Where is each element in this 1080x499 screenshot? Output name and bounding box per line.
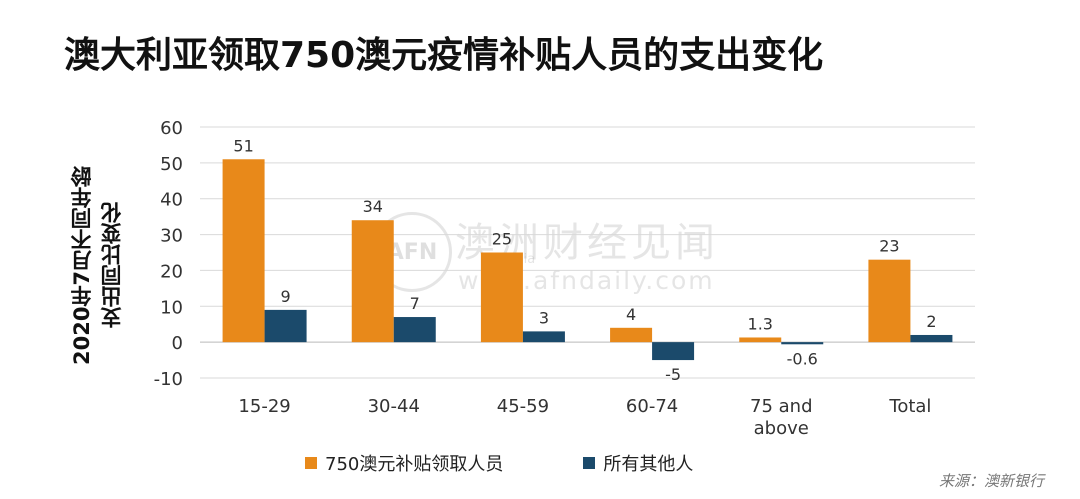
data-label-s1-2: 25 (492, 230, 512, 249)
bar-s1-0 (222, 159, 265, 343)
y-tick-label-7: -10 (154, 369, 183, 390)
chart-title: 澳大利亚领取750澳元疫情补贴人员的支出变化 (64, 35, 824, 76)
y-tick-label-2: 40 (160, 190, 183, 211)
y-tick-label-1: 50 (160, 154, 183, 175)
legend-swatch-series1 (305, 457, 317, 469)
data-label-s1-4: 1.3 (748, 314, 773, 333)
bar-s1-4 (739, 337, 782, 343)
bar-s2-2 (522, 331, 565, 343)
data-label-s1-0: 51 (233, 136, 253, 155)
y-tick-label-4: 20 (160, 261, 183, 282)
bar-s2-5 (910, 334, 953, 343)
source-note: 来源：澳新银行 (938, 472, 1044, 490)
data-label-s2-1: 7 (410, 294, 420, 313)
bar-s2-3 (652, 342, 695, 361)
legend-item-series2: 所有其他人 (583, 450, 693, 476)
data-label-s2-4: -0.6 (787, 349, 818, 368)
legend-label-series2: 所有其他人 (603, 454, 694, 475)
data-label-s1-3: 4 (626, 305, 636, 324)
legend-swatch-series2 (583, 457, 596, 469)
legend: 750澳元补贴领取人员 所有其他人 (305, 450, 773, 476)
x-tick-label-5: Total (888, 396, 931, 417)
bar-s2-4 (781, 342, 824, 345)
legend-label-series1: 750澳元补贴领取人员 (325, 454, 504, 475)
bar-s2-1 (393, 317, 436, 343)
bar-s1-1 (351, 220, 394, 343)
legend-item-series1: 750澳元补贴领取人员 (305, 450, 503, 476)
x-tick-label-1: 30-44 (368, 396, 420, 417)
data-label-s1-5: 23 (879, 237, 899, 256)
y-tick-label-0: 60 (160, 118, 183, 139)
data-label-s2-5: 2 (926, 312, 936, 331)
data-label-s1-1: 34 (363, 197, 383, 216)
bar-s1-2 (480, 252, 523, 343)
x-tick-label-2: 45-59 (497, 396, 549, 417)
bar-s2-0 (264, 309, 307, 343)
x-tick-label-0: 15-29 (238, 396, 290, 417)
bar-s1-3 (610, 327, 653, 343)
data-label-s2-3: -5 (665, 365, 681, 384)
x-tick-label-4: 75 and above (750, 396, 813, 439)
bar-s1-5 (868, 259, 911, 343)
y-tick-label-5: 10 (160, 297, 183, 318)
x-tick-label-3: 60-74 (626, 396, 678, 417)
data-label-s2-2: 3 (539, 308, 549, 327)
data-label-s2-0: 9 (280, 287, 290, 306)
y-tick-label-6: 0 (172, 333, 183, 354)
y-tick-label-3: 30 (160, 226, 183, 247)
